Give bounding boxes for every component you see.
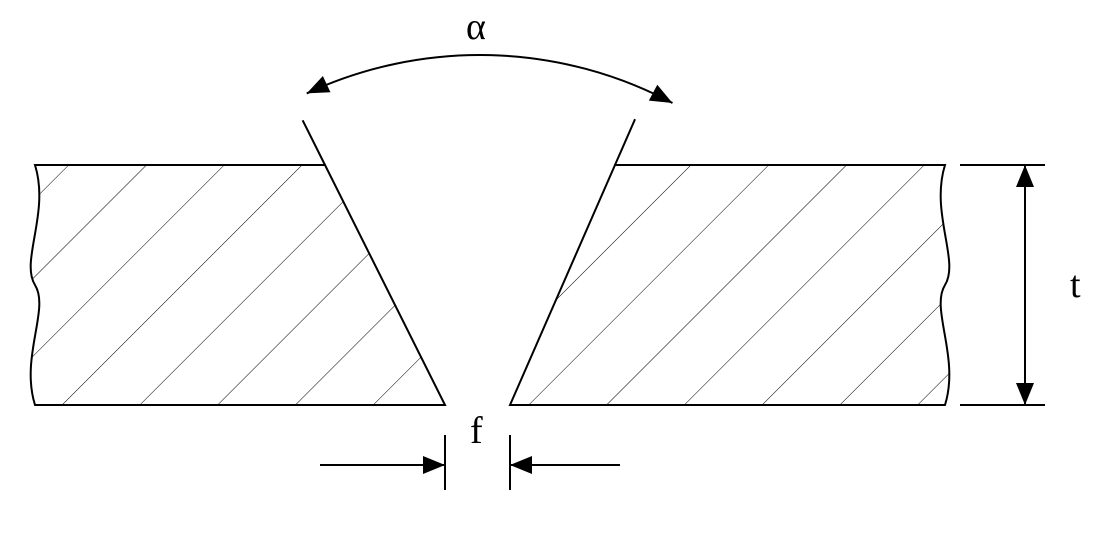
diagram-svg [0,0,1110,545]
label-thickness: t [1070,266,1081,304]
label-root-gap: f [470,412,483,450]
label-alpha: α [466,8,486,46]
diagram-stage: α f t [0,0,1110,545]
